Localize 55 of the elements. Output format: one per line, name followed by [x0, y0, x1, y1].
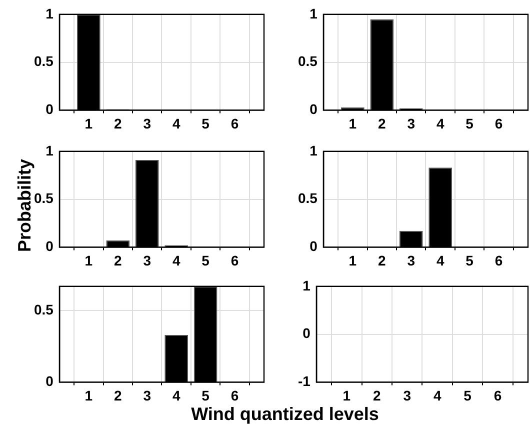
x-tick-label: 1 — [84, 252, 93, 268]
x-tick-label: 5 — [202, 387, 210, 404]
x-axis-title: Wind quantized levels — [190, 404, 380, 425]
x-tick-label: 5 — [466, 115, 474, 132]
y-tick-label: 0 — [310, 101, 318, 118]
y-tick-label: 1 — [46, 5, 54, 22]
y-tick-label: 1 — [302, 277, 311, 294]
x-tick-label: 2 — [114, 252, 122, 268]
y-tick-label: 1 — [310, 142, 318, 158]
x-tick-label: 4 — [172, 115, 180, 132]
y-tick-label: 0 — [302, 325, 311, 342]
y-axis-title: Probability — [14, 158, 34, 254]
x-tick-label: 4 — [436, 252, 444, 268]
y-tick-label: 0 — [46, 238, 54, 254]
x-tick-label: 3 — [407, 115, 416, 132]
x-tick-label: 6 — [230, 252, 239, 268]
y-tick-label: 0 — [46, 101, 54, 118]
y-tick-label: 0 — [46, 373, 54, 390]
x-tick-label: 1 — [84, 387, 93, 404]
x-tick-label: 3 — [143, 387, 152, 404]
x-tick-label: 6 — [494, 387, 502, 404]
y-tick-label: 0.5 — [298, 190, 318, 206]
x-tick-label: 6 — [494, 115, 503, 132]
x-tick-label: 4 — [172, 252, 180, 268]
x-tick-label: 6 — [494, 252, 503, 268]
x-tick-label: 5 — [202, 252, 210, 268]
y-tick-label: 0.5 — [34, 53, 54, 70]
y-tick-label: 1 — [310, 5, 318, 22]
x-tick-label: 1 — [84, 115, 93, 132]
x-tick-label: 5 — [202, 115, 210, 132]
x-tick-label: 4 — [433, 387, 442, 404]
x-tick-label: 5 — [464, 387, 472, 404]
y-tick-label: -1 — [298, 373, 311, 390]
x-tick-label: 3 — [407, 252, 416, 268]
y-tick-label: 0.5 — [34, 302, 54, 318]
x-tick-label: 2 — [114, 387, 122, 404]
x-tick-label: 1 — [348, 252, 357, 268]
x-tick-label: 2 — [114, 115, 122, 132]
y-tick-label: 0 — [310, 238, 318, 254]
x-tick-label: 2 — [378, 252, 386, 268]
x-tick-label: 3 — [143, 252, 152, 268]
x-tick-label: 3 — [403, 387, 412, 404]
x-tick-label: 1 — [342, 387, 351, 404]
x-tick-label: 2 — [372, 387, 381, 404]
y-tick-label: 0.5 — [298, 53, 318, 70]
y-tick-label: 0.5 — [34, 190, 54, 206]
x-tick-label: 2 — [378, 115, 386, 132]
x-tick-label: 1 — [348, 115, 357, 132]
x-tick-label: 3 — [143, 115, 152, 132]
x-tick-label: 6 — [230, 115, 239, 132]
x-tick-label: 5 — [466, 252, 474, 268]
x-tick-label: 6 — [230, 387, 239, 404]
x-tick-label: 4 — [436, 115, 444, 132]
x-tick-label: 4 — [172, 387, 180, 404]
y-tick-label: 1 — [46, 142, 54, 158]
